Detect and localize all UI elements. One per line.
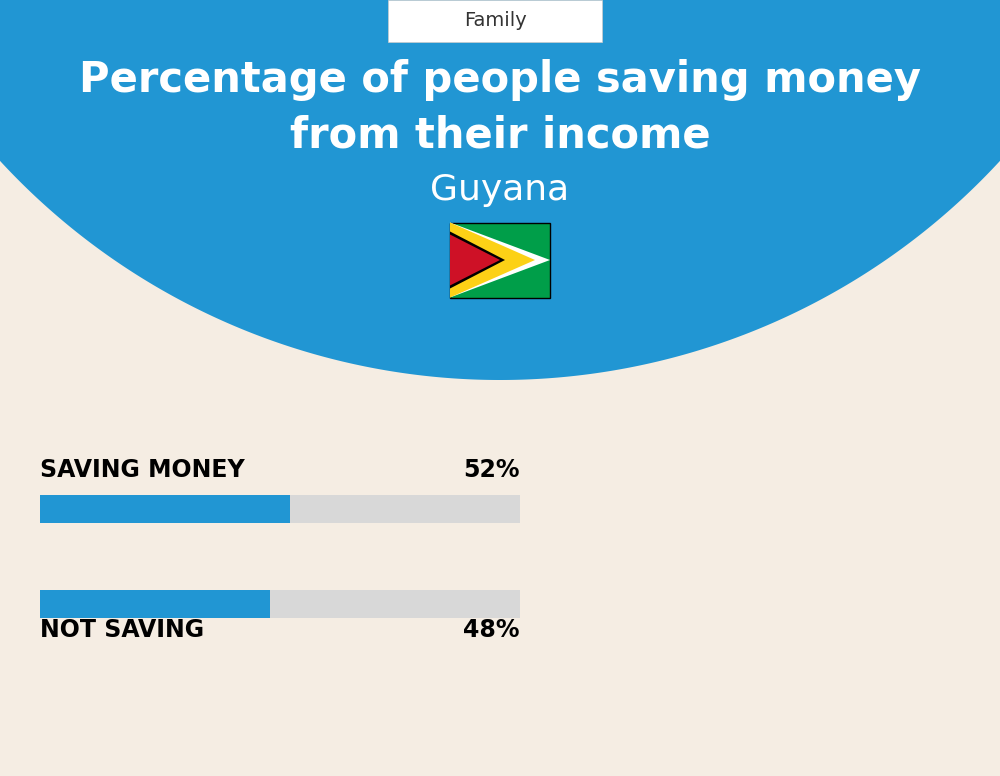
Polygon shape (450, 223, 535, 297)
Text: SAVING MONEY: SAVING MONEY (40, 458, 245, 482)
Text: NOT SAVING: NOT SAVING (40, 618, 204, 642)
Bar (40, 590, 520, 618)
Text: 48%: 48% (464, 618, 520, 642)
Text: 52%: 52% (464, 458, 520, 482)
Text: Family: Family (464, 12, 526, 30)
Polygon shape (450, 231, 505, 289)
Polygon shape (450, 234, 500, 286)
Polygon shape (450, 223, 550, 297)
Polygon shape (0, 0, 1000, 380)
Bar (450, 223, 550, 297)
FancyBboxPatch shape (388, 0, 602, 42)
Bar (40, 590, 270, 618)
Text: from their income: from their income (290, 114, 710, 156)
Bar (40, 495, 520, 523)
Bar (40, 495, 290, 523)
Text: Guyana: Guyana (430, 173, 570, 207)
Text: Percentage of people saving money: Percentage of people saving money (79, 59, 921, 101)
